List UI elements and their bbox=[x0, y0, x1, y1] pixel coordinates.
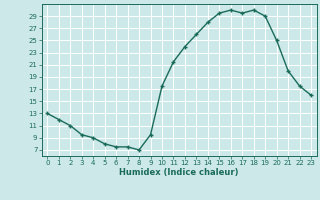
X-axis label: Humidex (Indice chaleur): Humidex (Indice chaleur) bbox=[119, 168, 239, 177]
